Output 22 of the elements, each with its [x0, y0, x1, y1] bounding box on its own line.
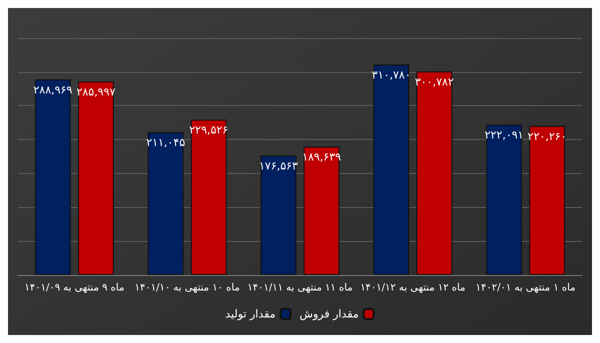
x-tick-label: ماه ۱۰ منتهی به ۱۴۰۱/۱۰: [134, 282, 240, 294]
bar: [486, 124, 522, 275]
legend-label: مقدار تولید: [225, 308, 276, 320]
bar: [148, 132, 184, 275]
legend-label: مقدار فروش: [300, 308, 359, 320]
bar: [78, 81, 114, 275]
bar: [34, 79, 71, 275]
x-tick-label: ماه ۹ منتهی به ۱۴۰۱/۰۹: [24, 282, 124, 294]
data-label: ۲۲۲,۰۹۱: [484, 128, 524, 142]
bar: [190, 120, 227, 275]
bar: [529, 126, 566, 275]
bar: [304, 146, 340, 275]
x-tick-label: ماه ۱ منتهی به ۱۴۰۲/۰۱: [476, 282, 576, 294]
x-tick-label: ماه ۱۲ منتهی به ۱۴۰۱/۱۲: [360, 282, 466, 294]
bar: [373, 64, 410, 275]
bar: [416, 71, 452, 275]
bar: [260, 155, 296, 275]
data-label: ۳۱۰,۷۸۰: [372, 68, 411, 82]
x-tick-label: ماه ۱۱ منتهی به ۱۴۰۱/۱۱: [247, 282, 353, 294]
data-label: ۲۱۱,۰۴۵: [146, 136, 186, 150]
data-label: ۲۸۸,۹۶۹: [33, 83, 72, 96]
data-label: ۱۷۶,۵۶۳: [258, 159, 298, 172]
